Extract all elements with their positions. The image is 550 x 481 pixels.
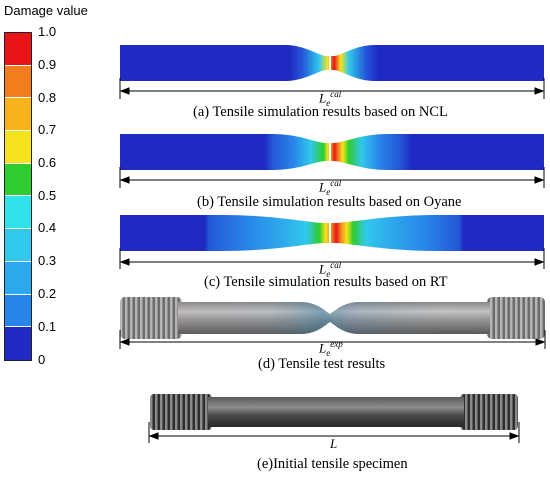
specimen-a-simulation [120, 45, 544, 81]
length-symbol: L [319, 90, 327, 106]
length-label-c: Lecal [319, 260, 341, 279]
length-superscript: exp [330, 339, 343, 349]
length-superscript: cal [330, 89, 342, 99]
specimen-b-simulation [120, 134, 544, 170]
legend-tick: 0.9 [38, 57, 57, 72]
legend-title: Damage value [4, 3, 88, 18]
length-label-d: Leexp [319, 339, 343, 358]
length-label-b: Lecal [319, 178, 341, 197]
length-subscript: e [326, 186, 331, 197]
length-subscript: e [326, 97, 331, 108]
length-label-e: L [330, 436, 337, 452]
legend-tick: 0.7 [38, 122, 57, 137]
length-subscript: e [326, 347, 331, 358]
length-superscript: cal [330, 260, 342, 270]
legend-tick: 0.3 [38, 253, 57, 268]
caption-b: (b) Tensile simulation results based on … [197, 194, 462, 210]
legend-tick: 1.0 [38, 24, 57, 39]
legend-tick: 0.4 [38, 220, 57, 235]
length-symbol: L [319, 179, 327, 195]
dimension-lines [119, 78, 546, 443]
caption-e: (e)Initial tensile specimen [257, 456, 408, 472]
legend-tick: 0.5 [38, 188, 57, 203]
length-label-a: Lecal [319, 89, 341, 108]
color-bar-segment [5, 65, 31, 99]
color-bar-segment [5, 229, 31, 262]
color-bar-segment [5, 33, 31, 66]
length-symbol: L [330, 436, 338, 451]
length-subscript: e [326, 268, 331, 279]
legend-tick: 0.6 [38, 155, 57, 170]
caption-c: (c) Tensile simulation results based on … [204, 274, 448, 290]
legend-tick: 0.2 [38, 286, 57, 301]
color-bar-segment [5, 163, 31, 197]
legend-tick: 0 [38, 352, 46, 367]
legend-tick: 0.1 [38, 319, 57, 334]
caption-a: (a) Tensile simulation results based on … [193, 104, 448, 120]
legend-tick: 0.8 [38, 90, 57, 105]
color-bar [4, 32, 32, 361]
specimen-c-simulation [120, 215, 544, 251]
color-bar-segment [5, 294, 31, 328]
specimen-d-tested-photo [120, 297, 545, 339]
color-bar-segment [5, 261, 31, 295]
color-bar-segment [5, 196, 31, 230]
color-bar-segment [5, 131, 31, 164]
color-bar-segment [5, 327, 31, 360]
specimen-e-initial-photo [150, 394, 518, 430]
color-bar-segment [5, 98, 31, 132]
length-superscript: cal [330, 178, 342, 188]
length-symbol: L [319, 340, 327, 356]
caption-d: (d) Tensile test results [258, 356, 386, 372]
length-symbol: L [319, 261, 327, 277]
